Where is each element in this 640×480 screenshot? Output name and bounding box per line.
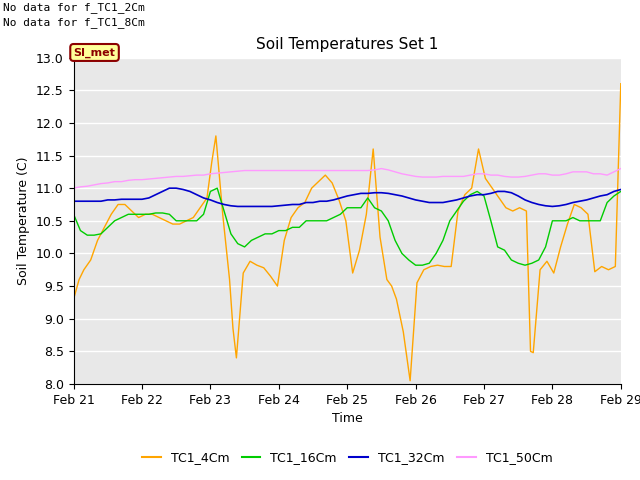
TC1_32Cm [487,191,495,196]
Line: TC1_32Cm: TC1_32Cm [74,188,621,206]
Text: SI_met: SI_met [74,48,115,58]
Line: TC1_50Cm: TC1_50Cm [74,168,621,188]
TC1_50Cm [569,169,577,175]
Line: TC1_16Cm: TC1_16Cm [74,188,621,265]
TC1_16Cm [412,262,419,268]
Text: No data for f_TC1_8Cm: No data for f_TC1_8Cm [3,17,145,28]
TC1_50Cm [548,172,556,178]
TC1_50Cm [371,167,378,173]
TC1_4Cm [70,296,77,302]
TC1_50Cm [419,174,426,180]
TC1_4Cm [591,269,598,275]
TC1_50Cm [521,174,529,180]
TC1_16Cm [213,185,221,191]
TC1_16Cm [617,189,625,194]
TC1_50Cm [378,166,385,171]
TC1_16Cm [487,218,495,224]
TC1_4Cm [232,355,240,361]
TC1_16Cm [576,218,584,224]
TC1_32Cm [576,198,584,204]
TC1_4Cm [253,262,260,268]
TC1_32Cm [426,200,433,205]
Text: No data for f_TC1_2Cm: No data for f_TC1_2Cm [3,2,145,13]
TC1_32Cm [166,185,173,191]
X-axis label: Time: Time [332,412,363,425]
TC1_4Cm [342,218,349,224]
Line: TC1_4Cm: TC1_4Cm [74,84,621,381]
TC1_50Cm [617,166,625,171]
TC1_32Cm [234,204,242,209]
TC1_16Cm [556,218,563,224]
TC1_4Cm [617,81,625,86]
TC1_32Cm [556,203,563,209]
TC1_32Cm [528,200,536,205]
TC1_16Cm [378,208,385,214]
TC1_32Cm [617,187,625,192]
TC1_4Cm [229,325,237,331]
Legend: TC1_4Cm, TC1_16Cm, TC1_32Cm, TC1_50Cm: TC1_4Cm, TC1_16Cm, TC1_32Cm, TC1_50Cm [137,446,557,469]
Title: Soil Temperatures Set 1: Soil Temperatures Set 1 [256,37,438,52]
TC1_32Cm [70,198,77,204]
TC1_16Cm [528,260,536,266]
TC1_50Cm [480,171,488,177]
TC1_16Cm [70,211,77,217]
TC1_16Cm [426,260,433,266]
TC1_4Cm [406,378,414,384]
Y-axis label: Soil Temperature (C): Soil Temperature (C) [17,156,31,285]
TC1_4Cm [162,218,170,224]
TC1_32Cm [385,191,392,196]
TC1_50Cm [70,185,77,191]
